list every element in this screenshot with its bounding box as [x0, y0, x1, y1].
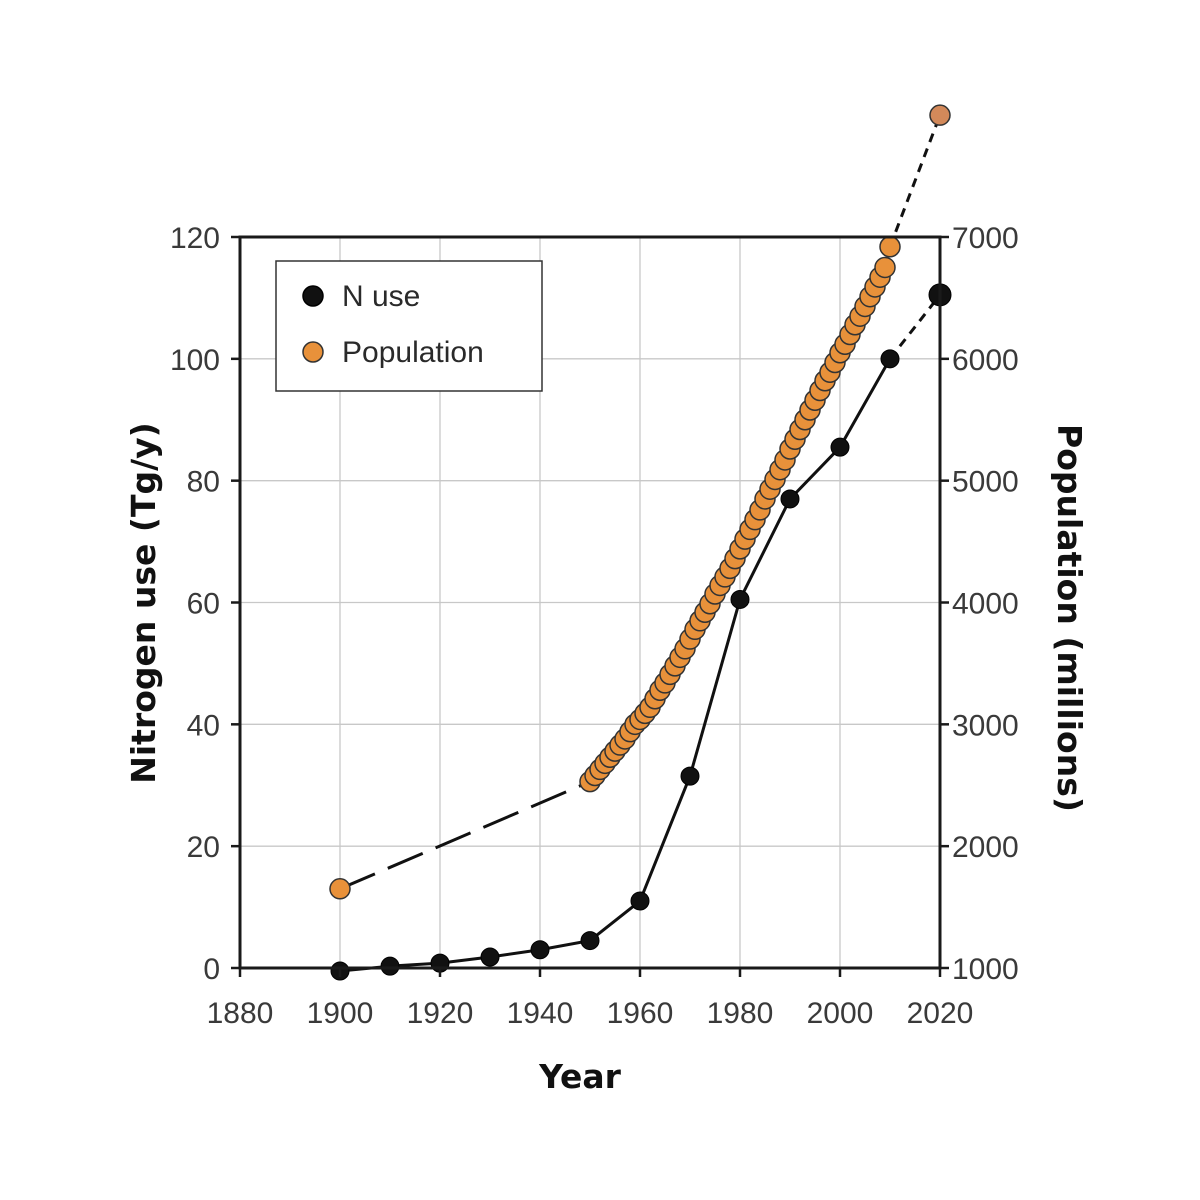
- x-tick-label: 2000: [807, 997, 874, 1030]
- n-use-point: [480, 947, 500, 967]
- n-use-point: [880, 349, 900, 369]
- population-point: [329, 878, 351, 900]
- x-tick-label: 1980: [707, 997, 774, 1030]
- y-left-tick-label: 40: [187, 709, 220, 742]
- n-use-line: [339, 358, 892, 973]
- y-right-tick-label: 1000: [952, 953, 1019, 986]
- n-use-point: [680, 766, 700, 786]
- y-left-tick-label: 60: [187, 588, 220, 621]
- n-use-point: [630, 891, 650, 911]
- legend-label-population: Population: [342, 336, 484, 369]
- n-use-point: [730, 589, 750, 609]
- y-right-tick-label: 3000: [952, 709, 1019, 742]
- x-axis-title: Year: [538, 1057, 622, 1096]
- n-use-point: [580, 931, 600, 951]
- y-left-tick-label: 100: [170, 344, 220, 377]
- population-early-dashed-line: [339, 780, 591, 891]
- y-right-tick-label: 6000: [952, 344, 1019, 377]
- x-tick-label: 1920: [407, 997, 474, 1030]
- y-left-tick-label: 20: [187, 831, 220, 864]
- n-use-projection-line: [888, 293, 942, 360]
- legend-marker-population: [302, 341, 324, 363]
- y-right-tick-label: 5000: [952, 466, 1019, 499]
- x-tick-label: 1960: [607, 997, 674, 1030]
- series-layer: [329, 104, 952, 981]
- y-right-tick-label: 4000: [952, 588, 1019, 621]
- y-left-tick-label: 120: [170, 222, 220, 255]
- x-tick-label: 2020: [907, 997, 974, 1030]
- y-right-tick-label: 7000: [952, 222, 1019, 255]
- legend-marker-n-use: [302, 285, 324, 307]
- x-tick-label: 1940: [507, 997, 574, 1030]
- y-right-tick-label: 2000: [952, 831, 1019, 864]
- y-left-tick-label: 0: [203, 953, 220, 986]
- legend-box: [275, 260, 543, 392]
- y-left-axis-title: Nitrogen use (Tg/y): [124, 422, 163, 784]
- population-projection-point: [929, 104, 951, 126]
- legend-label-n-use: N use: [342, 280, 420, 313]
- y-right-axis-title: Population (millions): [1050, 424, 1089, 812]
- population-point: [874, 256, 896, 279]
- x-tick-label: 1900: [307, 997, 374, 1030]
- y-left-tick-label: 80: [187, 466, 220, 499]
- population-projection-line: [888, 114, 942, 248]
- n-use-point: [380, 956, 400, 976]
- n-use-point: [530, 940, 550, 960]
- population-point: [879, 235, 901, 258]
- x-tick-label: 1880: [207, 997, 274, 1030]
- axes-layer: 1880 1900 1920 1940 1960 1980 2000 2020 0 20 40 60 8…: [170, 222, 1019, 1030]
- legend: N use Population: [275, 260, 543, 392]
- n-use-point: [780, 489, 800, 509]
- n-use-point: [830, 437, 850, 457]
